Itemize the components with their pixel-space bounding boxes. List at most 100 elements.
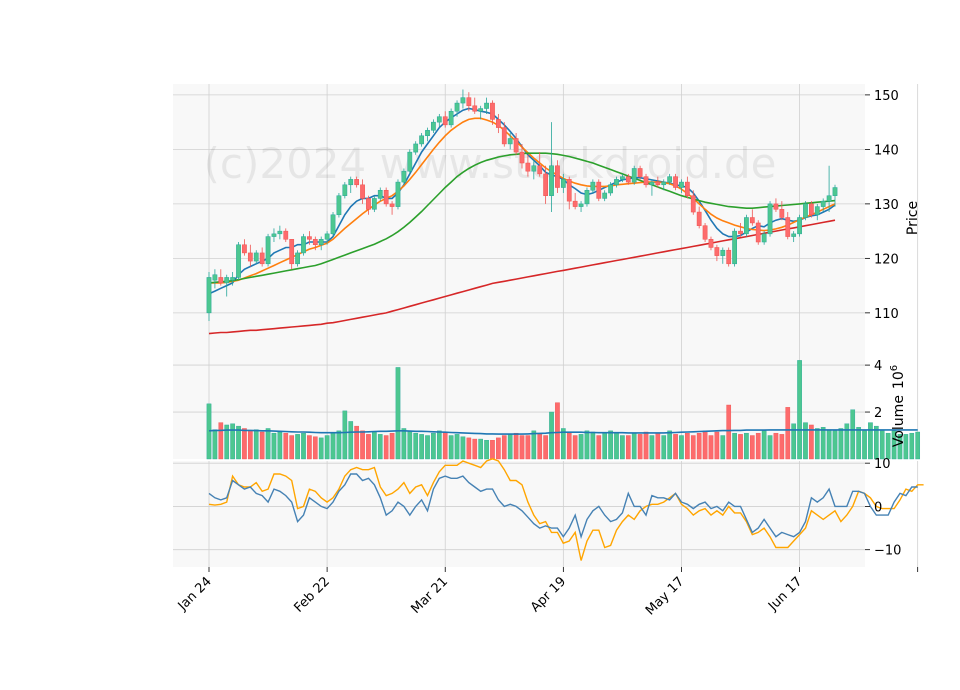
volume-bar bbox=[312, 436, 318, 460]
candle-body bbox=[797, 217, 802, 235]
candle-body bbox=[431, 121, 436, 131]
volume-bar bbox=[513, 432, 519, 460]
volume-bar bbox=[696, 432, 702, 460]
volume-bar bbox=[803, 422, 808, 460]
candle-body bbox=[407, 151, 413, 172]
volume-bar bbox=[413, 432, 419, 460]
candle-body bbox=[448, 110, 454, 126]
candle-body bbox=[259, 252, 265, 265]
volume-bar bbox=[377, 434, 383, 460]
price-panel-background bbox=[173, 84, 865, 351]
candle-body bbox=[395, 181, 401, 207]
volume-bar bbox=[496, 437, 501, 460]
candle-body bbox=[283, 230, 289, 240]
volume-average bbox=[208, 429, 918, 435]
candle-body bbox=[342, 184, 348, 196]
volume-bar bbox=[318, 437, 324, 460]
volume-bar bbox=[212, 429, 218, 460]
volume-bar bbox=[761, 430, 767, 460]
volume-bar bbox=[850, 409, 856, 460]
volume-bar bbox=[395, 367, 401, 460]
volume-bar bbox=[826, 429, 832, 460]
volume-bar bbox=[903, 434, 909, 460]
volume-bar bbox=[702, 430, 708, 460]
candle-body bbox=[466, 97, 472, 107]
candle-body bbox=[366, 198, 371, 210]
volume-bar bbox=[218, 422, 224, 460]
volume-axis-label-exponent: 6 bbox=[889, 365, 900, 371]
volume-bar bbox=[856, 427, 861, 460]
candle-body bbox=[661, 181, 667, 186]
candle-body bbox=[814, 206, 820, 216]
candle-body bbox=[732, 230, 737, 265]
oscillator-panel-background bbox=[173, 461, 865, 567]
price-tick-label: 110 bbox=[874, 307, 899, 322]
volume-bar bbox=[832, 430, 838, 460]
price-panel: (c)2024 www.stockdroid.de 110 120 130 140 15… bbox=[173, 84, 921, 351]
candle-body bbox=[590, 181, 596, 191]
candle-body bbox=[773, 203, 779, 210]
volume-panel-background bbox=[173, 351, 865, 459]
volume-bar bbox=[448, 435, 454, 460]
volume-bar bbox=[584, 430, 590, 460]
volume-bar bbox=[389, 432, 395, 460]
volume-bar bbox=[891, 430, 897, 460]
candle-body bbox=[708, 239, 714, 248]
candle-body bbox=[484, 102, 489, 109]
volume-bar bbox=[549, 411, 554, 460]
volume-bar bbox=[348, 421, 354, 460]
volume-bar bbox=[301, 432, 306, 460]
volume-bar bbox=[779, 434, 785, 460]
volume-bar bbox=[253, 429, 259, 460]
volume-bar bbox=[649, 435, 655, 460]
candle-body bbox=[572, 200, 578, 207]
candle-body bbox=[531, 165, 537, 172]
volume-bar bbox=[655, 432, 661, 460]
volume-bar bbox=[307, 435, 312, 460]
volume-bar bbox=[490, 440, 495, 460]
candle-body bbox=[389, 203, 395, 207]
oscillator-lines bbox=[208, 458, 924, 561]
candle-body bbox=[496, 119, 501, 128]
volume-bar bbox=[797, 360, 802, 460]
candle-body bbox=[791, 233, 797, 237]
volume-bar bbox=[738, 434, 743, 460]
volume-average-line bbox=[208, 429, 918, 435]
candle-body bbox=[265, 236, 271, 265]
volume-bar bbox=[230, 423, 235, 460]
osc-line-series bbox=[208, 473, 918, 540]
volume-bar bbox=[289, 435, 295, 460]
volume-bar bbox=[679, 435, 684, 460]
volume-bar bbox=[324, 435, 330, 460]
candle-body bbox=[649, 181, 655, 186]
volume-bar bbox=[265, 428, 271, 460]
candle-body bbox=[383, 190, 389, 205]
volume-bar bbox=[531, 430, 537, 460]
volume-bar bbox=[442, 431, 448, 460]
candle-body bbox=[236, 244, 241, 278]
volume-bar bbox=[484, 440, 489, 460]
volume-bar bbox=[236, 425, 241, 460]
candle-body bbox=[749, 217, 755, 224]
volume-bar bbox=[401, 428, 407, 460]
candle-body bbox=[413, 143, 419, 153]
volume-axis-label: Volume 106 bbox=[889, 365, 907, 447]
candle-body bbox=[696, 211, 702, 226]
volume-bar bbox=[767, 435, 773, 460]
volume-bar bbox=[732, 432, 737, 460]
volume-axis-ticks: 24 bbox=[865, 359, 882, 421]
price-tick-label: 150 bbox=[874, 89, 899, 104]
volume-bar bbox=[466, 437, 472, 460]
volume-bar bbox=[726, 404, 732, 460]
volume-bar bbox=[714, 431, 720, 460]
candle-body bbox=[602, 192, 608, 199]
candle-body bbox=[318, 239, 324, 245]
volume-bar bbox=[755, 432, 761, 460]
candle-body bbox=[543, 173, 548, 196]
volume-bar bbox=[590, 431, 596, 460]
volume-bar bbox=[419, 434, 424, 460]
candle-body bbox=[242, 244, 247, 254]
candle-body bbox=[820, 200, 826, 207]
volume-bar bbox=[773, 432, 779, 460]
